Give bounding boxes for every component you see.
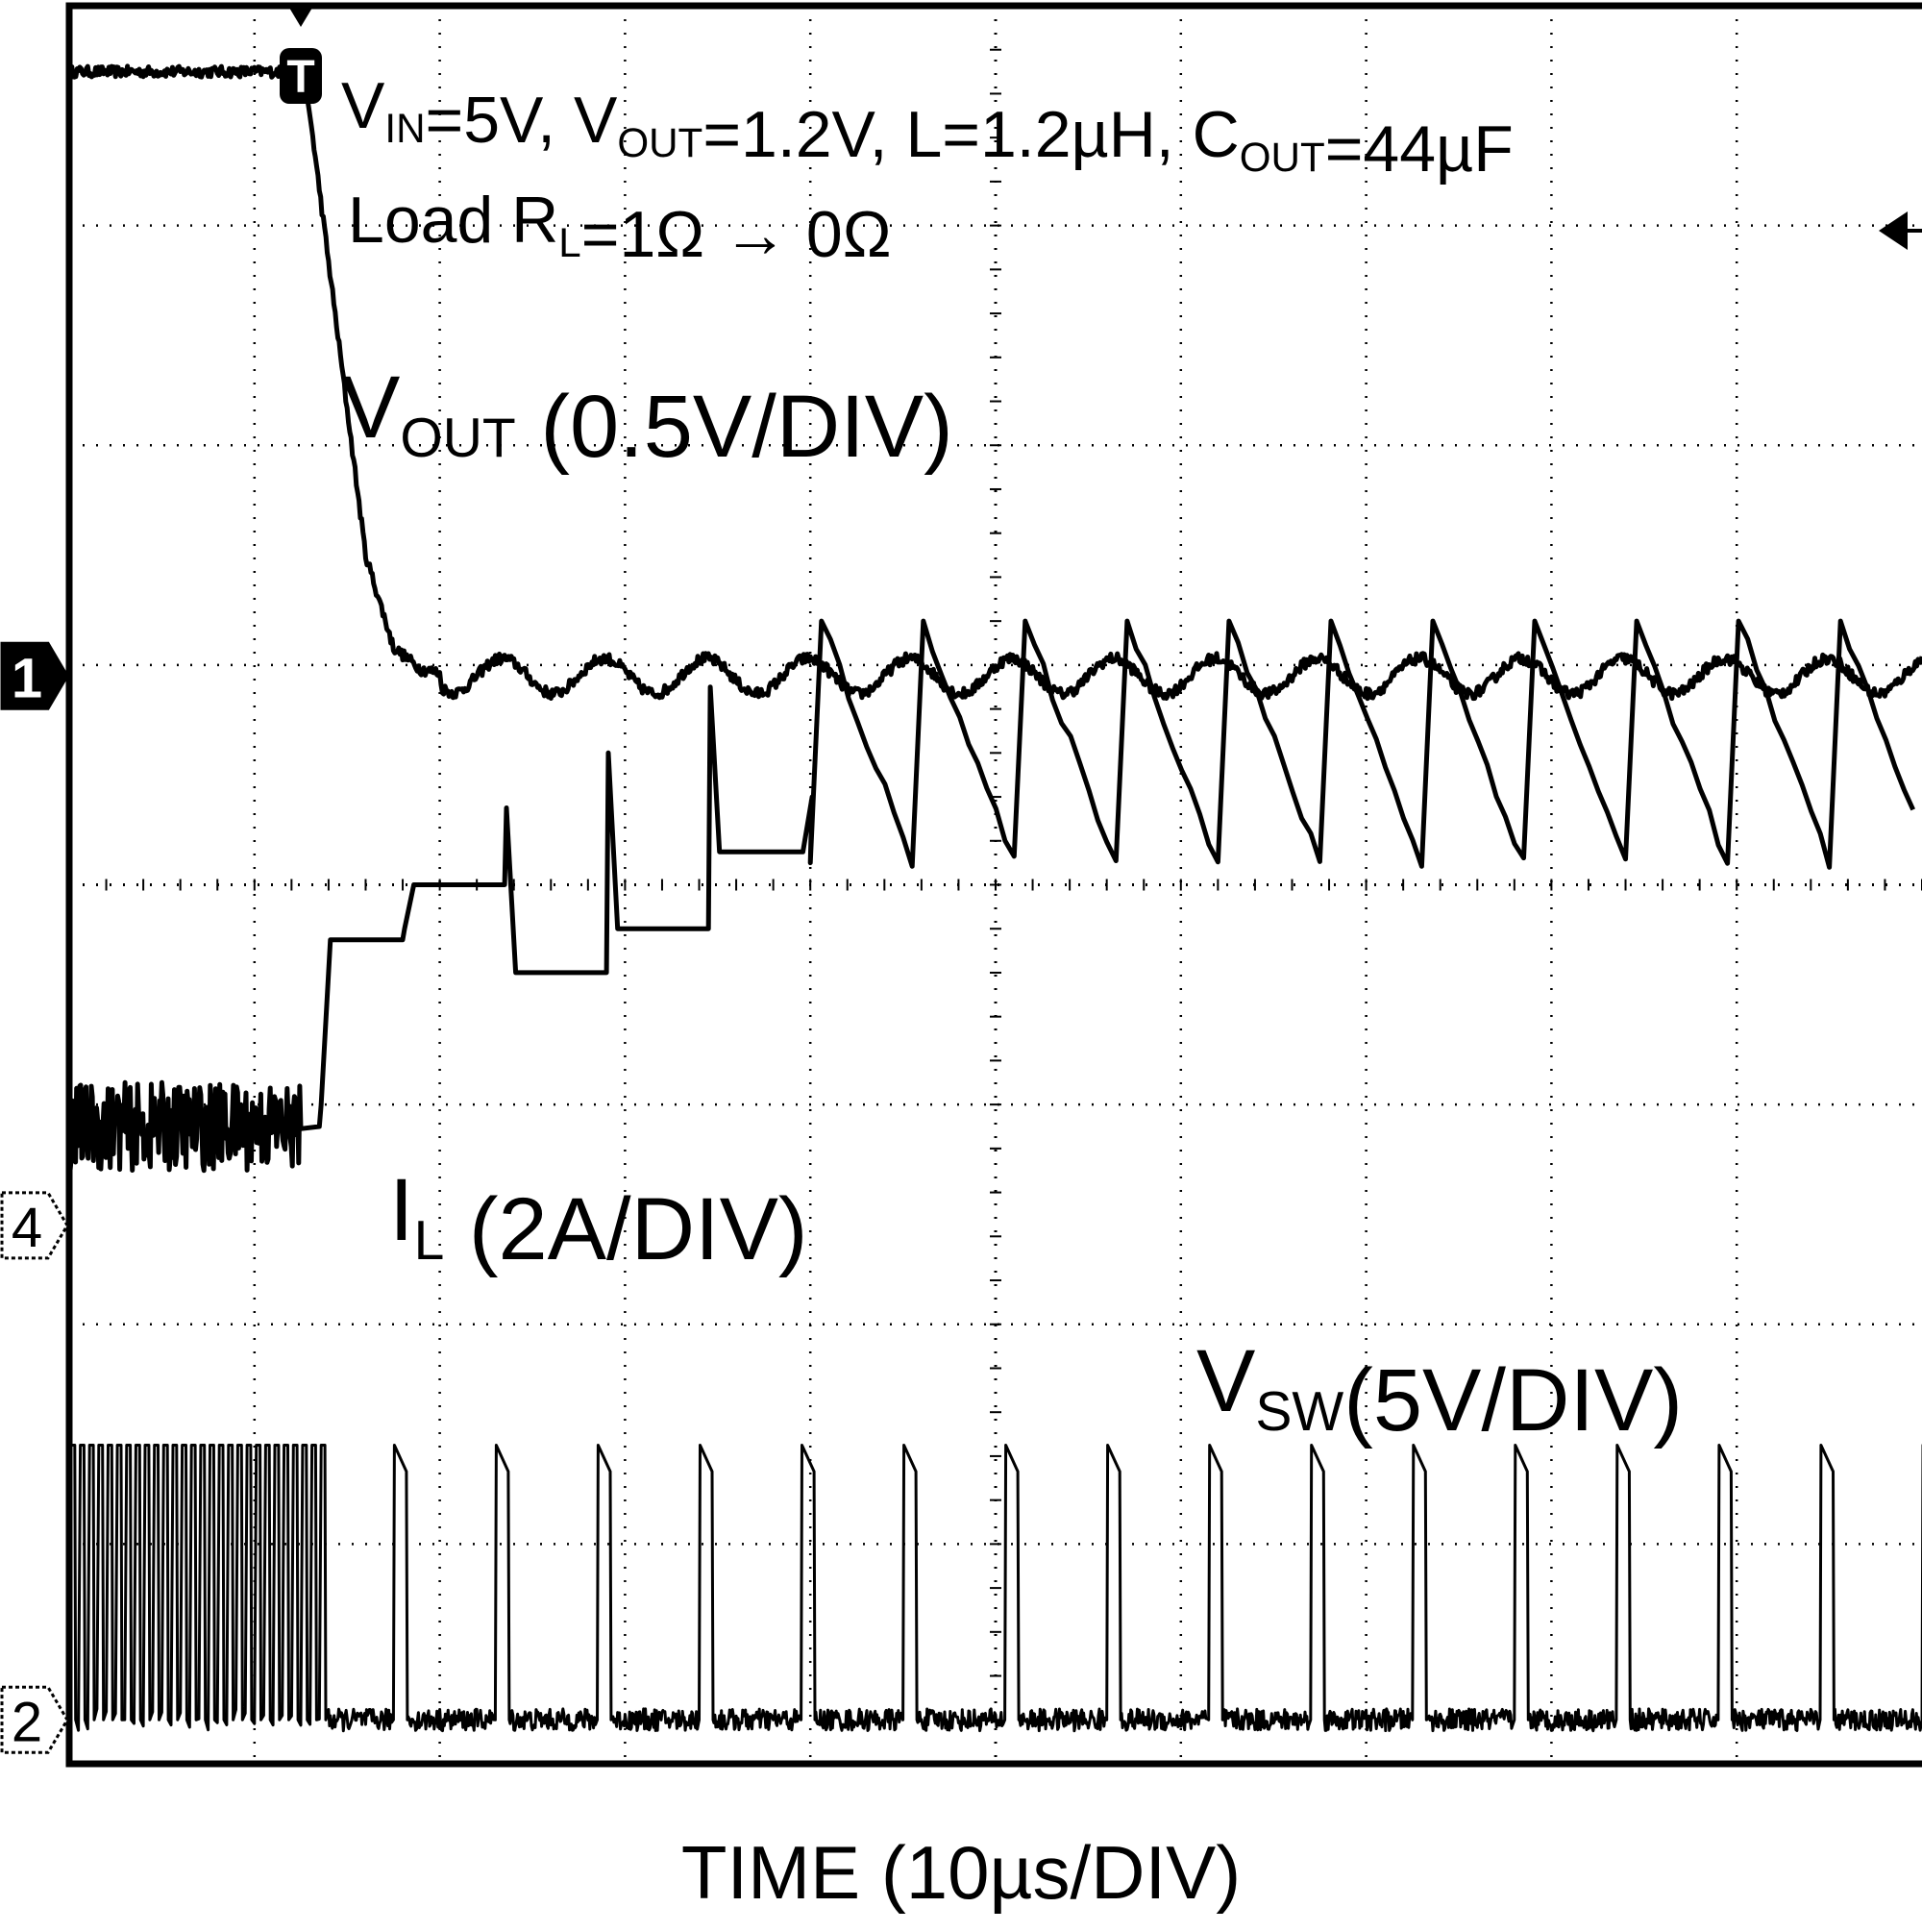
test-conditions-label-subscript: OUT (1240, 135, 1325, 180)
vsw-trace (67, 1444, 1922, 1733)
test-conditions-label-subscript: OUT (617, 120, 702, 165)
il-label: IL (2A/DIV) (389, 1161, 808, 1278)
traces (66, 63, 1922, 1733)
il-trace (66, 618, 1915, 1174)
test-conditions-label-run: V (341, 69, 385, 142)
channel-marker-1 (0, 641, 69, 710)
plot-frame (65, 2, 1922, 1768)
test-conditions-label: VIN=5V, VOUT=1.2V, L=1.2µH, COUT=44µF (341, 69, 1514, 186)
trigger-marker-label: T (286, 52, 314, 103)
load-step-label-subscript: L (558, 220, 580, 265)
vout-label-run: V (341, 359, 400, 457)
il-label-run: I (389, 1161, 414, 1259)
x-axis-label: TIME (10µs/DIV) (681, 1830, 1241, 1915)
test-conditions-label-run: C (1193, 98, 1240, 171)
channel-marker-label: 4 (12, 1197, 42, 1259)
channel-marker-2 (0, 1191, 69, 1260)
offset-arrow-icon (1879, 211, 1908, 250)
vsw-label: VSW(5V/DIV) (1196, 1332, 1683, 1449)
vout-label: VOUT (0.5V/DIV) (341, 359, 953, 476)
il-label-subscript: L (414, 1210, 445, 1272)
vsw-label-run: V (1196, 1332, 1255, 1430)
test-conditions-label-run: =1.2V, L=1.2µH, (702, 98, 1192, 171)
test-conditions-label-run: =44µF (1325, 112, 1514, 186)
il-label-run: (2A/DIV) (444, 1180, 807, 1278)
grid (65, 2, 1922, 1768)
load-step-label-run: Load R (348, 184, 558, 257)
channel-marker-label: 1 (12, 647, 42, 709)
annotations: VIN=5V, VOUT=1.2V, L=1.2µH, COUT=44µFLoa… (0, 8, 1922, 1754)
vsw-label-run: (5V/DIV) (1343, 1351, 1683, 1449)
vout-trace (66, 63, 1922, 702)
vout-label-subscript: OUT (400, 408, 515, 469)
test-conditions-label-run: V (574, 84, 618, 157)
vout-label-run: (0.5V/DIV) (516, 378, 953, 476)
load-step-label: Load RL=1Ω → 0Ω (348, 184, 892, 271)
vsw-label-subscript: SW (1255, 1381, 1343, 1443)
channel-marker-label: 2 (12, 1691, 42, 1753)
channel-marker-3 (0, 1685, 69, 1754)
test-conditions-label-run: =5V, (426, 84, 574, 157)
trigger-arrow-icon (289, 8, 312, 27)
test-conditions-label-subscript: IN (384, 106, 425, 151)
load-step-label-run: =1Ω → 0Ω (581, 198, 892, 271)
trigger-marker-box (280, 48, 322, 104)
